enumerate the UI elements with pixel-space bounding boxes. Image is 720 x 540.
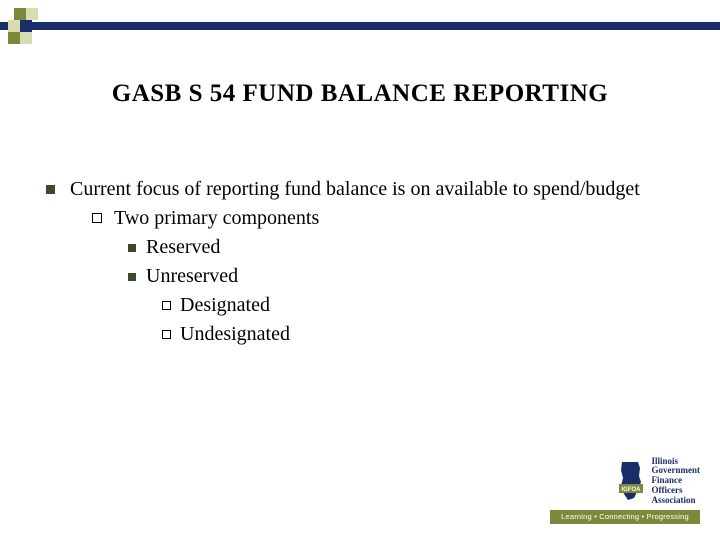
square-bullet-icon bbox=[128, 244, 136, 252]
list-item: Reserved bbox=[46, 234, 680, 261]
logo-strapline: Learning • Connecting • Progressing bbox=[550, 510, 700, 524]
svg-text:IGFOA: IGFOA bbox=[621, 487, 641, 493]
square-outline-bullet-icon bbox=[162, 301, 171, 310]
logo-text-block: Illinois Government Finance Officers Ass… bbox=[652, 457, 701, 506]
list-item-text: Undesignated bbox=[180, 323, 290, 345]
list-item: Undesignated bbox=[46, 321, 680, 348]
corner-decoration bbox=[8, 8, 66, 56]
slide-body: Current focus of reporting fund balance … bbox=[46, 176, 680, 350]
header-bar bbox=[0, 22, 720, 30]
list-item: Two primary components bbox=[46, 205, 680, 232]
slide-title: GASB S 54 FUND BALANCE REPORTING bbox=[0, 80, 720, 108]
square-outline-bullet-icon bbox=[162, 330, 171, 339]
footer-logo: IGFOA Illinois Government Finance Office… bbox=[550, 457, 700, 524]
square-outline-bullet-icon bbox=[92, 213, 102, 223]
list-item-text: Unreserved bbox=[146, 265, 238, 287]
list-item-text: Current focus of reporting fund balance … bbox=[70, 178, 640, 200]
illinois-map-icon: IGFOA bbox=[616, 460, 646, 502]
list-item-text: Designated bbox=[180, 294, 270, 316]
list-item-text: Reserved bbox=[146, 236, 220, 258]
square-bullet-icon bbox=[128, 273, 136, 281]
square-bullet-icon bbox=[46, 185, 55, 194]
list-item: Designated bbox=[46, 292, 680, 319]
list-item: Unreserved bbox=[46, 263, 680, 290]
list-item-text: Two primary components bbox=[114, 207, 319, 229]
list-item: Current focus of reporting fund balance … bbox=[46, 176, 680, 203]
logo-line: Association bbox=[652, 496, 701, 506]
